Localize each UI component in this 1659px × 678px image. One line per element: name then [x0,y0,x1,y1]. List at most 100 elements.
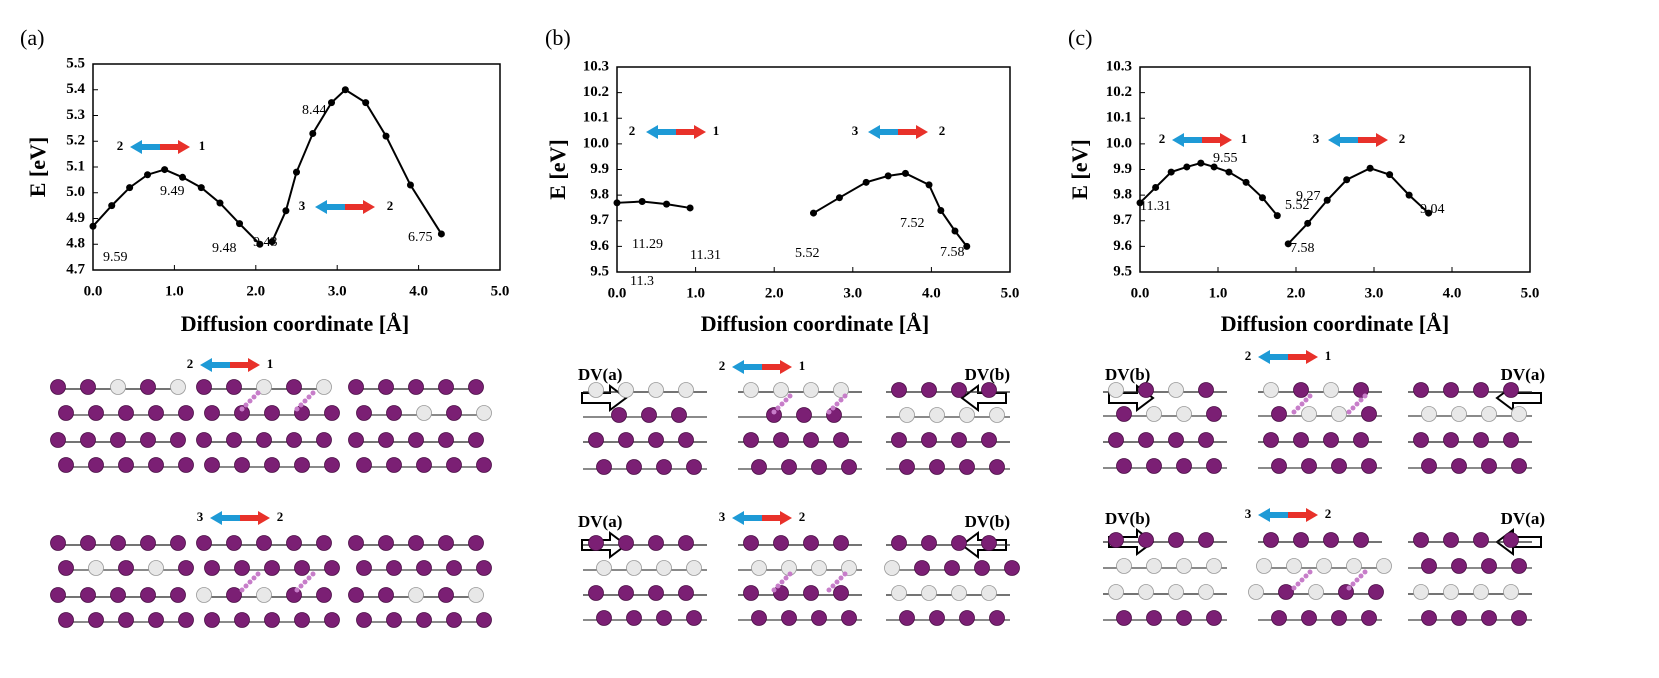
atom [686,459,702,475]
point-label: 11.31 [1140,199,1171,214]
atom [1108,532,1124,548]
dumbbell [842,571,848,577]
atom [1413,532,1429,548]
atom [1138,432,1154,448]
line [1287,167,1430,245]
schematic-label: 3 [1245,506,1252,521]
atom [118,612,134,628]
atom [234,405,250,421]
atom [618,535,634,551]
point [341,86,349,94]
y-tick-label: 10.1 [1106,110,1132,126]
atom [1168,382,1184,398]
point [1258,194,1266,202]
atom [1146,558,1162,574]
point [1304,219,1312,227]
dumbbell [1358,397,1364,403]
point-label: 9.49 [160,184,185,199]
atom [1413,432,1429,448]
plot-frame [1139,66,1531,273]
atom [588,382,604,398]
point [1386,171,1394,179]
atom [386,457,402,473]
panel-label: (c) [1068,25,1092,50]
y-tick-label: 10.3 [583,58,609,74]
atom [446,560,462,576]
atom [50,587,66,603]
atom [1511,558,1527,574]
atom [178,560,194,576]
atom [588,432,604,448]
atom [80,535,96,551]
schematic-label: 2 [187,356,194,371]
arrow-label: 1 [199,138,206,153]
atom [140,432,156,448]
dumbbell [1303,573,1309,579]
dumbbell [787,571,793,577]
double-arrow [732,511,792,525]
plot-frame [92,63,501,271]
y-tick-label: 10.3 [1106,58,1132,74]
atom [286,535,302,551]
atom [1116,558,1132,574]
atom [596,610,612,626]
arrow-label: 2 [387,198,394,213]
dumbbell [779,401,785,407]
point-label: 8.44 [302,103,327,118]
dumbbell [239,587,245,593]
schematic-label: 1 [1325,348,1332,363]
atom [686,610,702,626]
y-tick-label: 4.7 [66,261,85,277]
double-arrow [1258,350,1318,364]
dumbbell [830,405,836,411]
atom [264,405,280,421]
atom [1168,532,1184,548]
atom [773,382,789,398]
atom [286,379,302,395]
point [197,184,205,192]
atom [286,432,302,448]
atom [891,585,907,601]
atom [773,432,789,448]
atom [468,587,484,603]
atom [386,612,402,628]
point-label: 9.43 [253,235,278,250]
schematic-label: 3 [197,509,204,524]
atom [468,379,484,395]
atom [833,432,849,448]
dumbbell [1354,401,1360,407]
atom [1198,532,1214,548]
double-arrow [868,125,928,139]
dumbbell [310,571,316,577]
double-arrow [1258,508,1318,522]
atom [438,432,454,448]
atom [803,432,819,448]
point [1323,196,1331,204]
point-label: 7.58 [940,245,965,260]
atom [618,382,634,398]
atom [1331,610,1347,626]
x-tick-label: 4.0 [1443,285,1462,301]
y-tick-label: 5.4 [66,81,85,97]
point-label: 9.59 [103,250,128,265]
atom [196,535,212,551]
y-tick-label: 4.8 [66,236,85,252]
point [1210,163,1218,171]
atom [50,432,66,448]
schematic-label: 2 [719,358,726,373]
atom [58,457,74,473]
dumbbell [310,390,316,396]
atom [204,612,220,628]
atom [626,610,642,626]
atom [796,407,812,423]
point [1425,209,1433,217]
dumbbell [1346,409,1352,415]
atom [743,535,759,551]
dumbbell [306,575,312,581]
dumbbell [255,571,261,577]
atom [951,535,967,551]
point [686,204,694,212]
point [328,99,336,107]
atom [416,560,432,576]
